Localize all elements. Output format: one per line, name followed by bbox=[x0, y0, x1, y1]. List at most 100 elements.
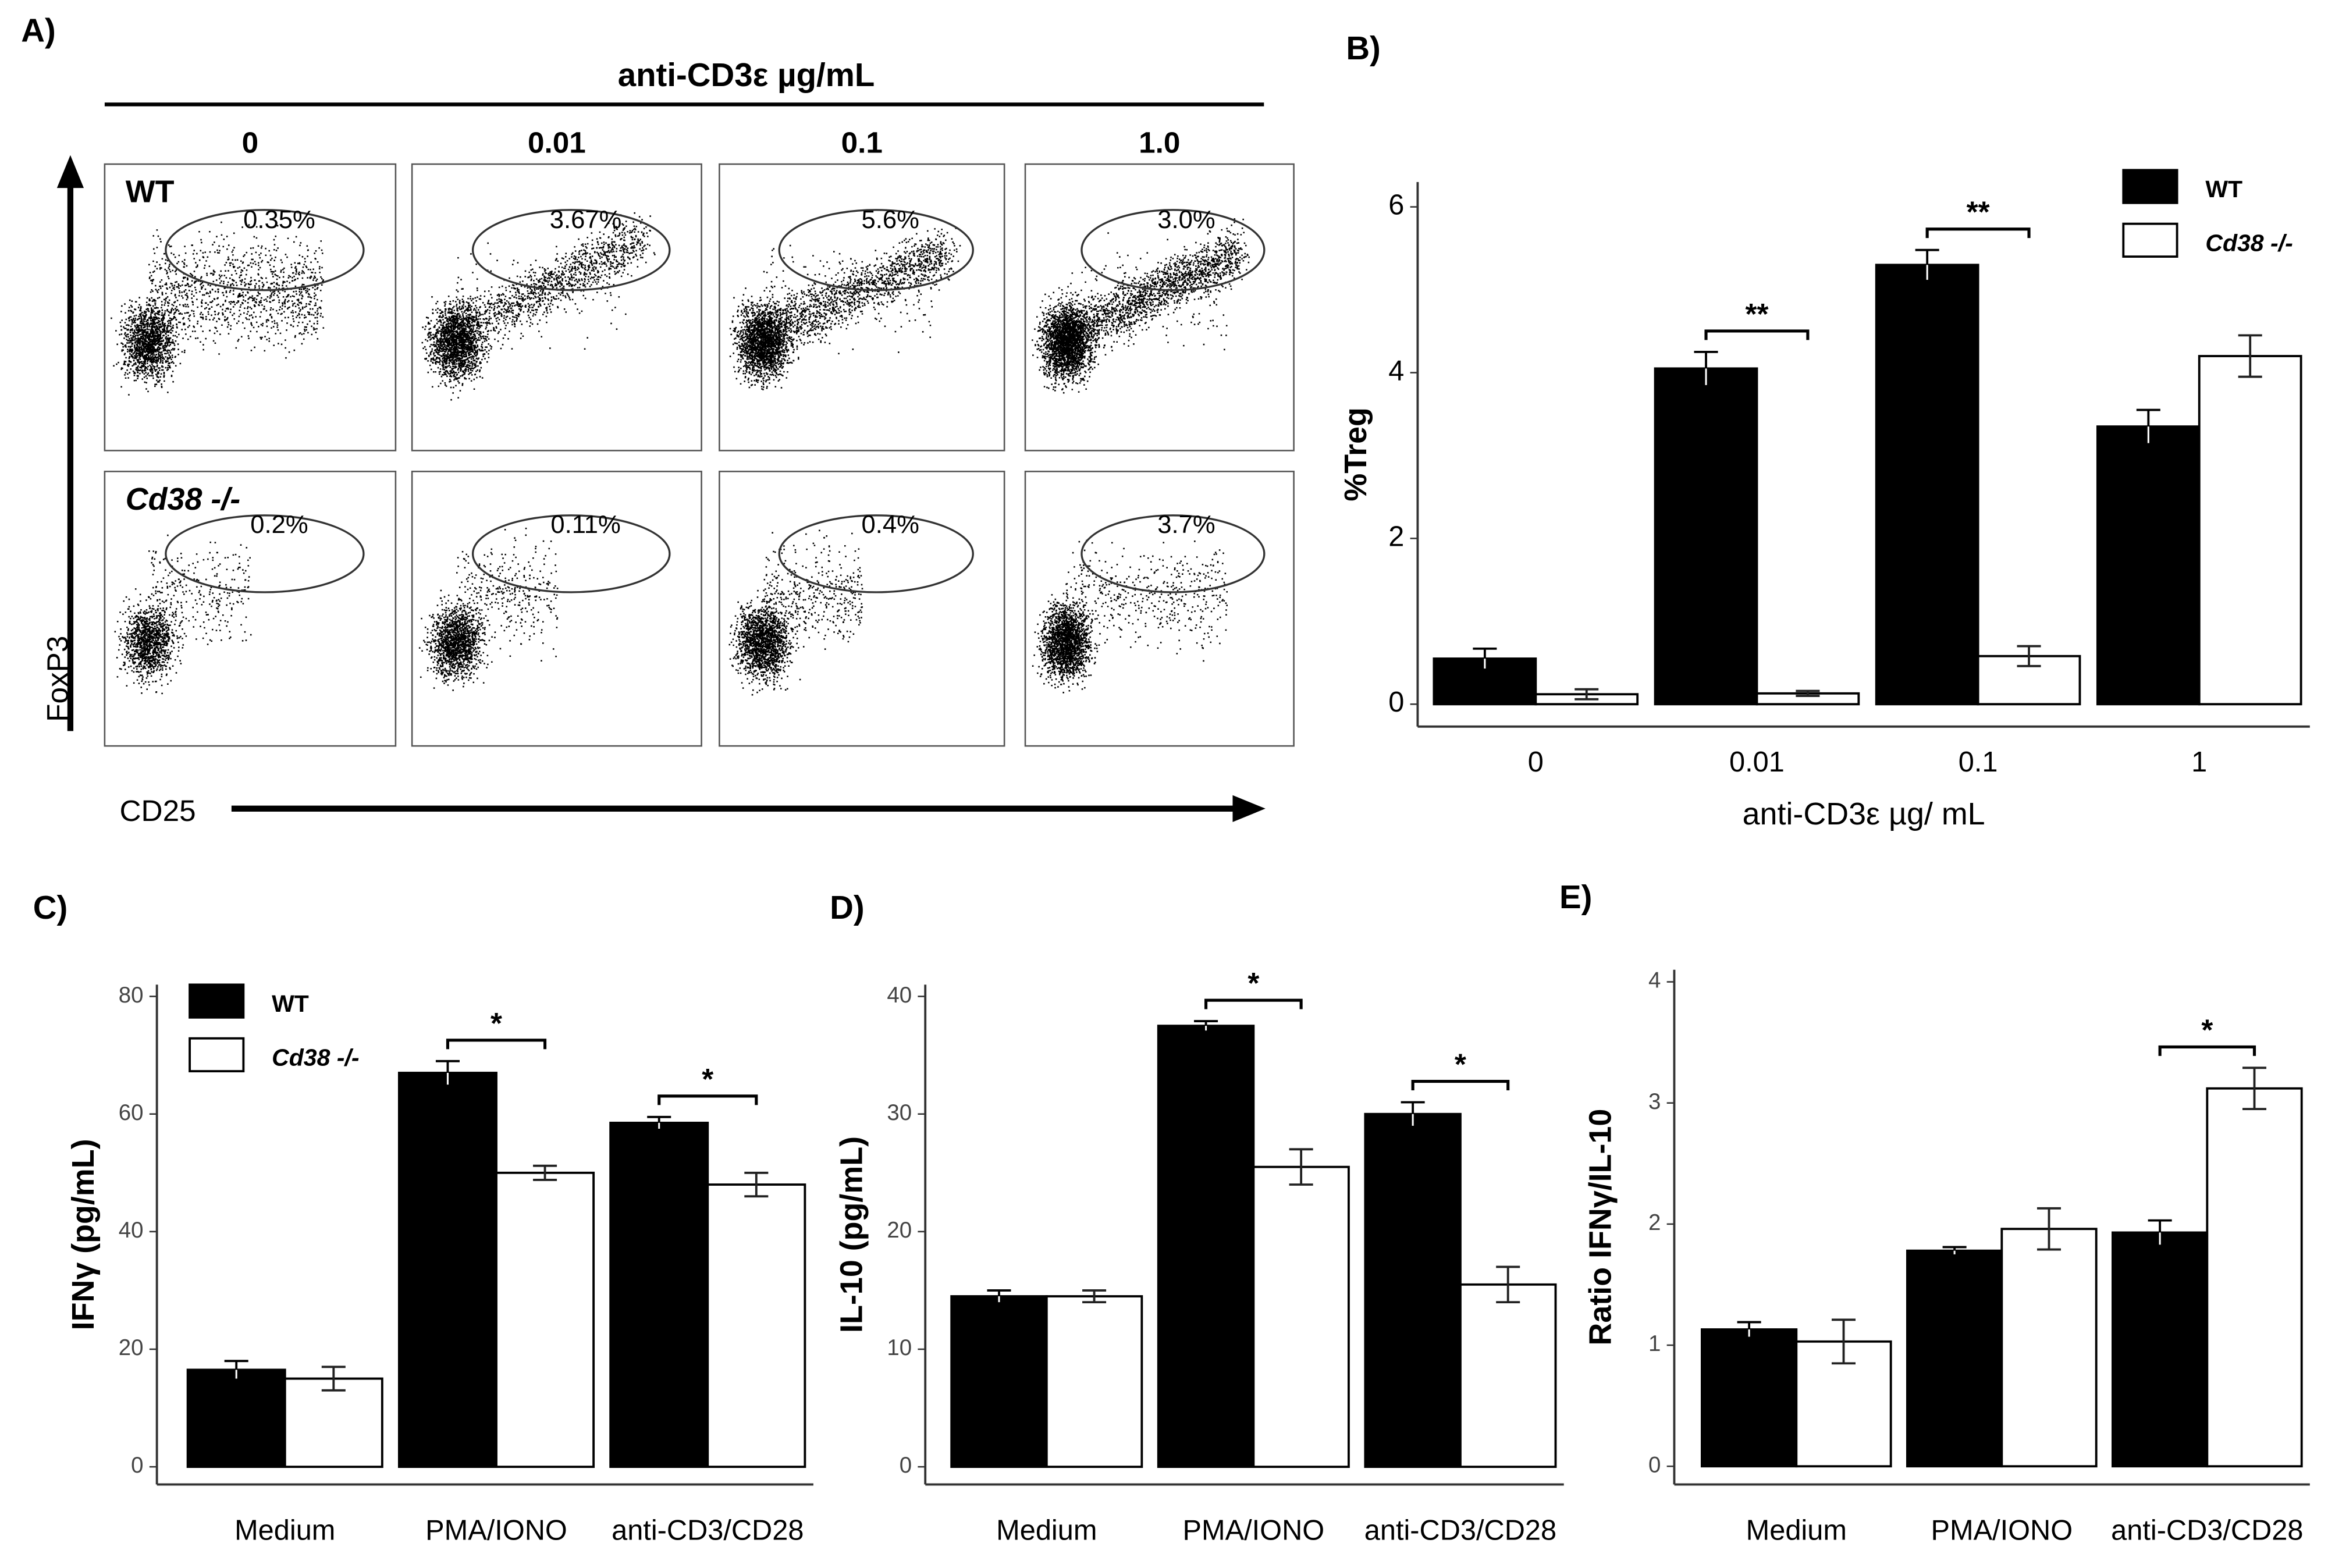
y-tick-label: 40 bbox=[887, 983, 912, 1008]
annotation: ** bbox=[1967, 195, 1990, 229]
annotation: * bbox=[702, 1062, 713, 1096]
legend-swatch bbox=[189, 983, 245, 1019]
column-label: 1.0 bbox=[1139, 126, 1180, 159]
row-label: WT bbox=[126, 175, 175, 209]
flow-x-label: CD25 bbox=[120, 794, 196, 827]
legend-label: WT bbox=[2205, 176, 2242, 202]
y-tick-label: 2 bbox=[1388, 521, 1404, 552]
gate-percent: 3.67% bbox=[550, 206, 622, 234]
y-tick-label: 4 bbox=[1648, 968, 1661, 993]
y-axis-label: IL-10 (pg/mL) bbox=[834, 1136, 869, 1333]
significance-bracket bbox=[1925, 227, 2031, 239]
gate-percent: 5.6% bbox=[862, 206, 919, 234]
annotation: ** bbox=[1746, 297, 1769, 330]
bar bbox=[706, 1183, 806, 1469]
bar bbox=[1654, 367, 1758, 706]
flow-panel bbox=[1024, 163, 1295, 451]
gate bbox=[778, 514, 974, 593]
error-bar bbox=[2017, 645, 2041, 667]
gate bbox=[471, 209, 671, 291]
legend-swatch bbox=[2122, 169, 2178, 204]
bar bbox=[1252, 1165, 1350, 1469]
gate-percent: 3.0% bbox=[1157, 206, 1215, 234]
gate bbox=[165, 514, 365, 593]
gate bbox=[1081, 514, 1266, 593]
y-tick-label: 4 bbox=[1388, 355, 1404, 386]
gate-percent: 3.7% bbox=[1157, 511, 1215, 539]
significance-bracket bbox=[1411, 1080, 1510, 1090]
significance-bracket bbox=[2158, 1045, 2256, 1056]
y-tick-label: 20 bbox=[119, 1335, 144, 1360]
x-tick-label: Medium bbox=[234, 1514, 335, 1546]
flow-panel bbox=[719, 163, 1005, 451]
bar bbox=[2000, 1228, 2098, 1468]
bar bbox=[609, 1121, 709, 1469]
error-bar bbox=[2036, 1207, 2062, 1251]
significance-bracket bbox=[1704, 329, 1810, 340]
events bbox=[111, 221, 325, 396]
column-label: 0.1 bbox=[841, 126, 883, 159]
x-tick-label: 0.1 bbox=[1959, 746, 1998, 778]
annotation: * bbox=[2201, 1013, 2213, 1046]
gate bbox=[165, 209, 365, 291]
gate-percent: 0.4% bbox=[862, 511, 919, 539]
events bbox=[1032, 218, 1250, 394]
error-bar bbox=[2238, 334, 2262, 378]
bar bbox=[2198, 355, 2302, 706]
gate bbox=[1081, 209, 1266, 291]
y-tick-label: 40 bbox=[119, 1218, 144, 1243]
bar bbox=[2112, 1231, 2209, 1468]
legend-label: WT bbox=[272, 990, 309, 1017]
legend-swatch bbox=[189, 1037, 245, 1073]
y-arrowhead bbox=[56, 155, 84, 189]
gate bbox=[471, 514, 671, 593]
error-bar bbox=[1082, 1289, 1107, 1304]
bar bbox=[186, 1368, 286, 1469]
error-bar bbox=[1496, 1265, 1520, 1304]
y-tick-label: 6 bbox=[1388, 189, 1404, 221]
y-tick-label: 20 bbox=[887, 1218, 912, 1243]
error-bar bbox=[1574, 688, 1599, 701]
legend-label: Cd38 -/- bbox=[272, 1044, 359, 1071]
bar bbox=[495, 1171, 595, 1469]
bar bbox=[1157, 1025, 1255, 1469]
gate-percent: 0.35% bbox=[243, 206, 315, 234]
events bbox=[421, 212, 656, 401]
column-label: 0 bbox=[242, 126, 259, 159]
significance-bracket bbox=[657, 1094, 758, 1105]
x-axis-label: anti-CD3ε µg/ mL bbox=[1743, 797, 1985, 831]
x-tick-label: 1 bbox=[2191, 746, 2207, 778]
y-tick-label: 0 bbox=[131, 1453, 143, 1478]
error-bar bbox=[321, 1366, 346, 1392]
panel-label: E) bbox=[1559, 879, 1592, 915]
error-bar bbox=[744, 1171, 769, 1198]
flow-header: anti-CD3ε µg/mL bbox=[618, 56, 875, 93]
events bbox=[728, 529, 863, 696]
x-tick-label: anti-CD3/CD28 bbox=[1364, 1514, 1556, 1546]
x-tick-label: PMA/IONO bbox=[1931, 1514, 2073, 1546]
y-tick-label: 2 bbox=[1648, 1210, 1661, 1235]
y-tick-label: 10 bbox=[887, 1335, 912, 1360]
bar bbox=[2206, 1087, 2303, 1468]
x-arrowhead bbox=[1232, 795, 1266, 822]
bar bbox=[397, 1072, 497, 1469]
y-tick-label: 0 bbox=[900, 1453, 912, 1478]
annotation: * bbox=[1455, 1048, 1466, 1081]
x-tick-label: 0.01 bbox=[1729, 746, 1785, 778]
bar bbox=[1045, 1295, 1143, 1469]
bar bbox=[1906, 1249, 2003, 1468]
y-tick-label: 0 bbox=[1648, 1452, 1661, 1477]
events bbox=[114, 534, 252, 695]
x-tick-label: PMA/IONO bbox=[1183, 1514, 1325, 1546]
legend-swatch bbox=[2122, 222, 2178, 258]
y-tick-label: 1 bbox=[1648, 1331, 1661, 1356]
error-bar bbox=[2242, 1066, 2267, 1111]
gate-percent: 0.11% bbox=[550, 511, 620, 539]
x-tick-label: Medium bbox=[996, 1514, 1097, 1546]
y-tick-label: 80 bbox=[119, 983, 144, 1008]
y-tick-label: 0 bbox=[1388, 687, 1404, 718]
events bbox=[729, 227, 961, 390]
x-tick-label: 0 bbox=[1528, 746, 1544, 778]
panel-label: D) bbox=[830, 889, 865, 926]
